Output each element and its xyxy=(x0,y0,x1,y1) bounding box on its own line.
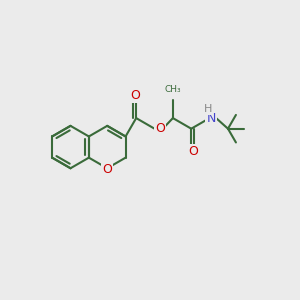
Text: O: O xyxy=(102,163,112,176)
Text: H: H xyxy=(204,104,212,114)
Text: O: O xyxy=(130,89,140,102)
Text: CH₃: CH₃ xyxy=(165,85,181,94)
Text: N: N xyxy=(206,112,216,124)
Text: O: O xyxy=(155,122,165,135)
Text: O: O xyxy=(188,145,198,158)
